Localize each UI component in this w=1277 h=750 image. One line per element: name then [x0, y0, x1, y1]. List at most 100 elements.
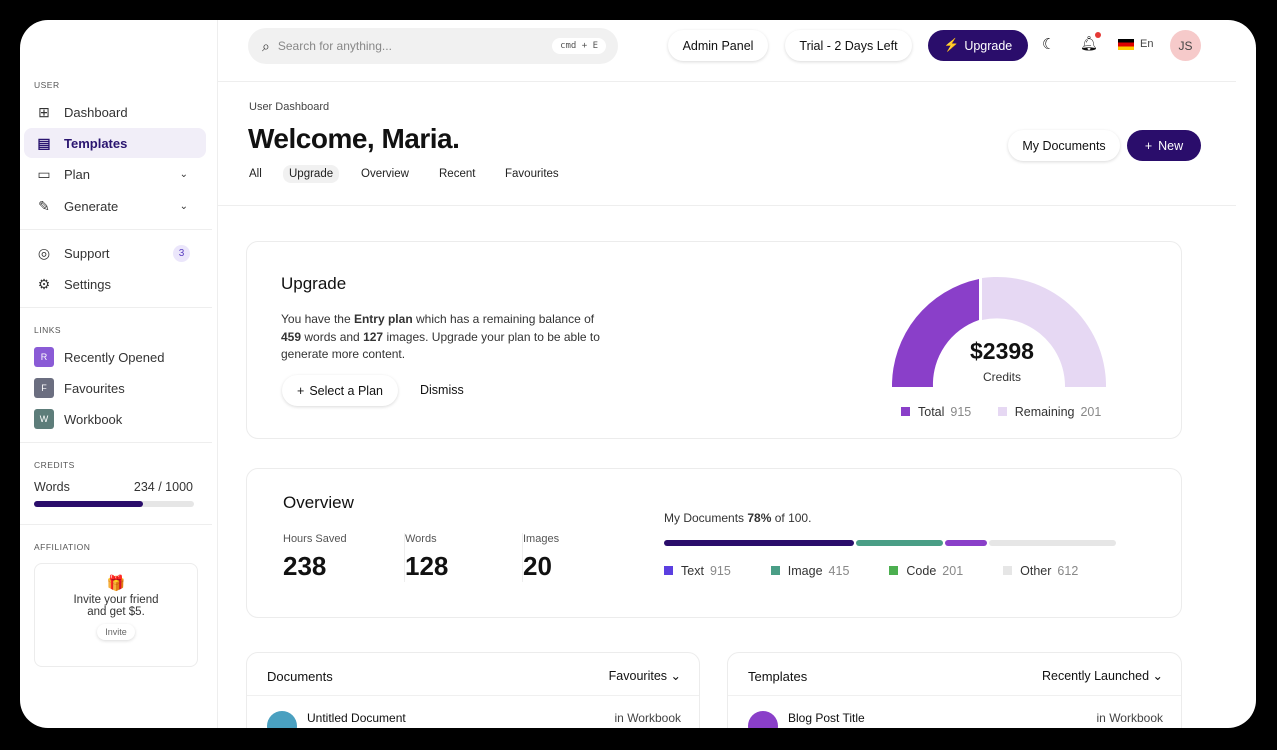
select-plan-button[interactable]: + Select a Plan [282, 375, 398, 406]
chevron-down-icon: ⌄ [179, 200, 188, 212]
shortcut-hint: cmd + E [552, 38, 606, 54]
link-avatar: F [34, 378, 54, 398]
sidebar: USER ⊞ Dashboard ▤ Templates ▭ Plan ⌄ ✎ Gener… [20, 20, 218, 728]
sidebar-item-support[interactable]: ◎ Support 3 [24, 238, 206, 268]
upgrade-button[interactable]: ⚡ Upgrade [928, 30, 1028, 61]
label: Favourites [64, 380, 125, 396]
credits-gauge [891, 276, 1107, 387]
grid-icon: ⊞ [38, 103, 50, 120]
label: Generate [64, 198, 119, 214]
my-documents-button[interactable]: My Documents [1008, 130, 1120, 161]
section-label: LINKS [34, 325, 62, 335]
legend-other: Other 612 [1003, 564, 1078, 578]
label: En [1140, 38, 1154, 50]
support-badge: 3 [173, 244, 190, 262]
tab-favourites[interactable]: Favourites [505, 168, 559, 180]
section-label: USER [34, 80, 60, 90]
stat-label: Words [405, 533, 437, 545]
templates-filter-dropdown[interactable]: Recently Launched ⌄ [1042, 669, 1163, 683]
bell-icon[interactable]: 🔔︎ [1080, 32, 1101, 52]
link-workbook[interactable]: W Workbook [24, 404, 206, 434]
app-window: USER ⊞ Dashboard ▤ Templates ▭ Plan ⌄ ✎ Gener… [20, 20, 1256, 728]
overview-card: Overview Hours Saved 238 Words 128 Images 20 … [246, 468, 1182, 618]
legend-remaining: Remaining 201 [997, 405, 1101, 419]
link-favourites[interactable]: F Favourites [24, 373, 206, 403]
documents-usage-text: My Documents 78% of 100. [664, 511, 812, 525]
stat-value: 238 [283, 551, 327, 581]
label: Plan [64, 166, 91, 182]
pen-icon: ✎ [38, 197, 50, 214]
sidebar-item-dashboard[interactable]: ⊞ Dashboard [24, 97, 206, 127]
document-name[interactable]: Untitled Document [307, 711, 406, 725]
usage-segment-code [944, 540, 987, 546]
chevron-down-icon: ⌄ [179, 168, 188, 180]
template-avatar [748, 711, 778, 728]
gear-icon: ⚙ [37, 275, 51, 292]
moon-icon[interactable]: ☾ [1042, 36, 1056, 53]
gauge-value: $2398 [970, 338, 1034, 364]
new-button[interactable]: + New [1127, 130, 1201, 161]
chevron-down-icon: ⌄ [670, 669, 681, 683]
label: Templates [64, 135, 128, 151]
sidebar-item-templates[interactable]: ▤ Templates [24, 128, 206, 158]
card-title: Upgrade [281, 274, 347, 293]
document-avatar [267, 711, 297, 728]
label: New [1158, 138, 1184, 153]
upgrade-card: Upgrade You have the Entry plan which ha… [246, 241, 1182, 439]
divider [218, 205, 1236, 206]
gauge-remaining-arc [982, 276, 1107, 387]
tab-upgrade[interactable]: Upgrade [283, 165, 340, 183]
gauge-total-arc [891, 279, 979, 387]
sidebar-item-plan[interactable]: ▭ Plan ⌄ [24, 159, 206, 189]
label: Select a Plan [309, 383, 383, 398]
sidebar-item-settings[interactable]: ⚙ Settings [24, 269, 206, 299]
invite-button[interactable]: Invite [97, 624, 135, 640]
admin-panel-button[interactable]: Admin Panel [668, 30, 768, 61]
section-label: AFFILIATION [34, 542, 91, 552]
tab-recent[interactable]: Recent [439, 168, 476, 180]
chevron-down-icon: ⌄ [1152, 669, 1163, 683]
bolt-icon: ⚡ [943, 38, 960, 52]
stat-1: Words 128 [404, 533, 448, 582]
tab-overview[interactable]: Overview [361, 168, 409, 180]
card-title: Templates [748, 669, 808, 684]
flag-de-icon [1118, 38, 1134, 50]
link-recently-opened[interactable]: R Recently Opened [24, 342, 206, 372]
trial-button[interactable]: Trial - 2 Days Left [785, 30, 912, 61]
invite-text: Invite your friend [73, 594, 159, 606]
sidebar-item-generate[interactable]: ✎ Generate ⌄ [24, 191, 206, 221]
legend-image: Image 415 [770, 564, 849, 578]
upgrade-description: You have the Entry plan which has a rema… [281, 312, 600, 361]
usage-segment-text [664, 540, 855, 546]
credits-progress [34, 501, 194, 507]
label: Upgrade [964, 38, 1013, 53]
link-avatar: R [34, 347, 54, 367]
plus-icon: + [297, 383, 305, 398]
stat-value: 20 [523, 551, 552, 581]
wallet-icon: ▭ [37, 165, 51, 182]
main: ⌕ Search for anything... cmd + E Admin Pan… [218, 20, 1256, 728]
stat-label: Hours Saved [283, 533, 347, 545]
gauge-legend: Total 915 Remaining 201 [901, 403, 1123, 421]
credits-value: 234 / 1000 [133, 480, 193, 494]
legend-code: Code 201 [889, 564, 963, 578]
search-input[interactable]: ⌕ Search for anything... cmd + E [248, 28, 618, 64]
documents-filter-dropdown[interactable]: Favourites ⌄ [608, 669, 681, 683]
tab-all[interactable]: All [249, 168, 262, 180]
plus-icon: + [1144, 138, 1153, 153]
usage-segment-image [856, 540, 943, 546]
credits-label: Words [34, 480, 70, 494]
page-title: Welcome, Maria. [248, 123, 460, 154]
template-name[interactable]: Blog Post Title [788, 711, 865, 725]
stat-0: Hours Saved 238 [283, 533, 347, 582]
divider [20, 229, 212, 230]
search-placeholder: Search for anything... [277, 39, 392, 53]
templates-card: Templates Recently Launched ⌄ Blog Post … [727, 652, 1182, 728]
avatar[interactable]: JS [1170, 30, 1201, 61]
gift-icon: 🎁 [106, 575, 126, 592]
language-selector[interactable]: En [1118, 38, 1153, 50]
usage-segment-other [988, 540, 1116, 546]
usage-legend: Text 915 Image 415 Code 201 Other 612 [664, 562, 1184, 580]
dismiss-button[interactable]: Dismiss [420, 383, 464, 397]
affiliation-card: 🎁 Invite your friend and get $5. Invite [34, 563, 198, 667]
